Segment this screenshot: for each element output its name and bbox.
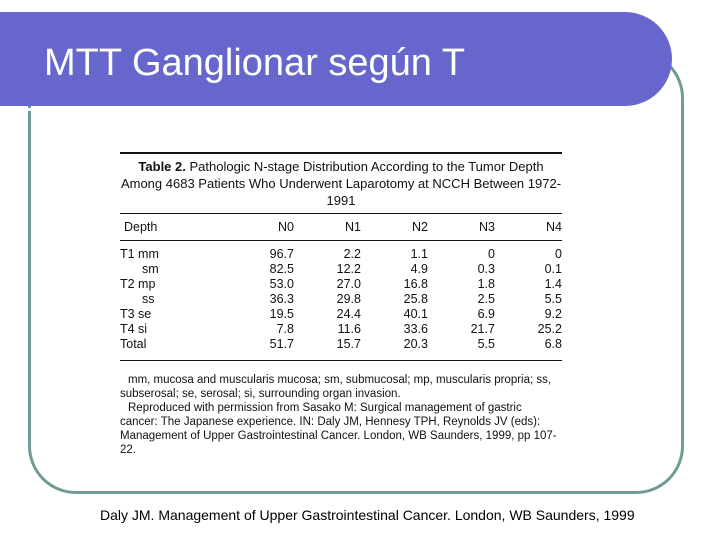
header-n0: N0 — [278, 220, 294, 234]
footnote-reproduced: Reproduced with permission from Sasako M… — [120, 402, 557, 456]
row-depth: sm — [142, 262, 159, 276]
cell-n3: 0.3 — [477, 262, 495, 276]
row-depth: T4 si — [120, 322, 148, 336]
cell-n2: 4.9 — [410, 262, 428, 276]
cell-n2: 1.1 — [410, 247, 428, 261]
table-row: T1 mm 96.7 2.2 1.1 0 0 — [120, 241, 562, 262]
header-n1: N1 — [345, 220, 361, 234]
cell-n3: 21.7 — [470, 322, 495, 336]
cell-n1: 2.2 — [343, 247, 361, 261]
header-n3: N3 — [478, 220, 495, 234]
table-top-rule — [120, 152, 562, 154]
cell-n4: 25.2 — [537, 322, 562, 336]
cell-n1: 27.0 — [336, 277, 361, 291]
row-depth: ss — [142, 292, 155, 306]
cell-n4: 6.8 — [544, 337, 562, 351]
table-caption: Table 2. Pathologic N-stage Distribution… — [120, 154, 562, 213]
table-header-rule — [120, 213, 562, 214]
cell-n4: 0.1 — [544, 262, 562, 276]
table-bottom-rule — [120, 360, 562, 361]
cell-n0: 36.3 — [269, 292, 294, 306]
title-bar — [0, 12, 672, 111]
table-row: ss 36.3 29.8 25.8 2.5 5.5 — [120, 292, 562, 307]
cell-n4: 9.2 — [544, 307, 562, 321]
cell-n2: 33.6 — [403, 322, 428, 336]
cell-n0: 82.5 — [269, 262, 294, 276]
table-row: sm 82.5 12.2 4.9 0.3 0.1 — [120, 262, 562, 277]
slide-source-citation: Daly JM. Management of Upper Gastrointes… — [100, 507, 635, 523]
cell-n1: 15.7 — [336, 337, 361, 351]
cell-n2: 16.8 — [403, 277, 428, 291]
cell-n1: 11.6 — [337, 322, 361, 336]
header-n4: N4 — [546, 220, 562, 234]
row-depth: Total — [120, 337, 147, 351]
cell-n3: 6.9 — [477, 307, 495, 321]
cell-n3: 5.5 — [477, 337, 495, 351]
cell-n4: 1.4 — [544, 277, 562, 291]
cell-n0: 7.8 — [276, 322, 294, 336]
table-row: T4 si 7.8 11.6 33.6 21.7 25.2 — [120, 322, 562, 337]
header-n2: N2 — [411, 220, 428, 234]
cell-n2: 20.3 — [403, 337, 428, 351]
cell-n3: 2.5 — [477, 292, 495, 306]
footnote-abbreviations: mm, mucosa and muscularis mucosa; sm, su… — [120, 374, 552, 400]
header-depth: Depth — [124, 220, 158, 234]
cell-n4: 0 — [555, 247, 562, 261]
n-stage-table: Depth N0 N1 N2 N3 N4 T1 mm 96.7 2.2 1.1 … — [120, 214, 562, 360]
cell-n2: 40.1 — [403, 307, 428, 321]
table-figure: Table 2. Pathologic N-stage Distribution… — [120, 152, 562, 457]
slide-title: MTT Ganglionar según T — [44, 42, 466, 84]
cell-n0: 96.7 — [269, 247, 294, 261]
table-caption-label: Table 2. — [138, 159, 186, 174]
cell-n2: 25.8 — [403, 292, 428, 306]
table-row: T3 se 19.5 24.4 40.1 6.9 9.2 — [120, 307, 562, 322]
cell-n4: 5.5 — [544, 292, 562, 306]
cell-n1: 29.8 — [336, 292, 361, 306]
cell-n1: 12.2 — [336, 262, 361, 276]
cell-n1: 24.4 — [336, 307, 361, 321]
table-header-row: Depth N0 N1 N2 N3 N4 — [120, 214, 562, 241]
cell-n0: 19.5 — [269, 307, 294, 321]
cell-n3: 0 — [488, 247, 495, 261]
table-row-total: Total 51.7 15.7 20.3 5.5 6.8 — [120, 337, 562, 360]
table-caption-text: Pathologic N-stage Distribution Accordin… — [120, 159, 562, 208]
cell-n3: 1.8 — [477, 277, 495, 291]
row-depth: T1 mm — [120, 247, 159, 261]
cell-n0: 53.0 — [269, 277, 294, 291]
title-underline — [0, 108, 636, 111]
cell-n0: 51.7 — [269, 337, 294, 351]
row-depth: T2 mp — [120, 277, 156, 291]
table-footnotes: mm, mucosa and muscularis mucosa; sm, su… — [120, 361, 562, 457]
row-depth: T3 se — [120, 307, 152, 321]
table-row: T2 mp 53.0 27.0 16.8 1.8 1.4 — [120, 277, 562, 292]
